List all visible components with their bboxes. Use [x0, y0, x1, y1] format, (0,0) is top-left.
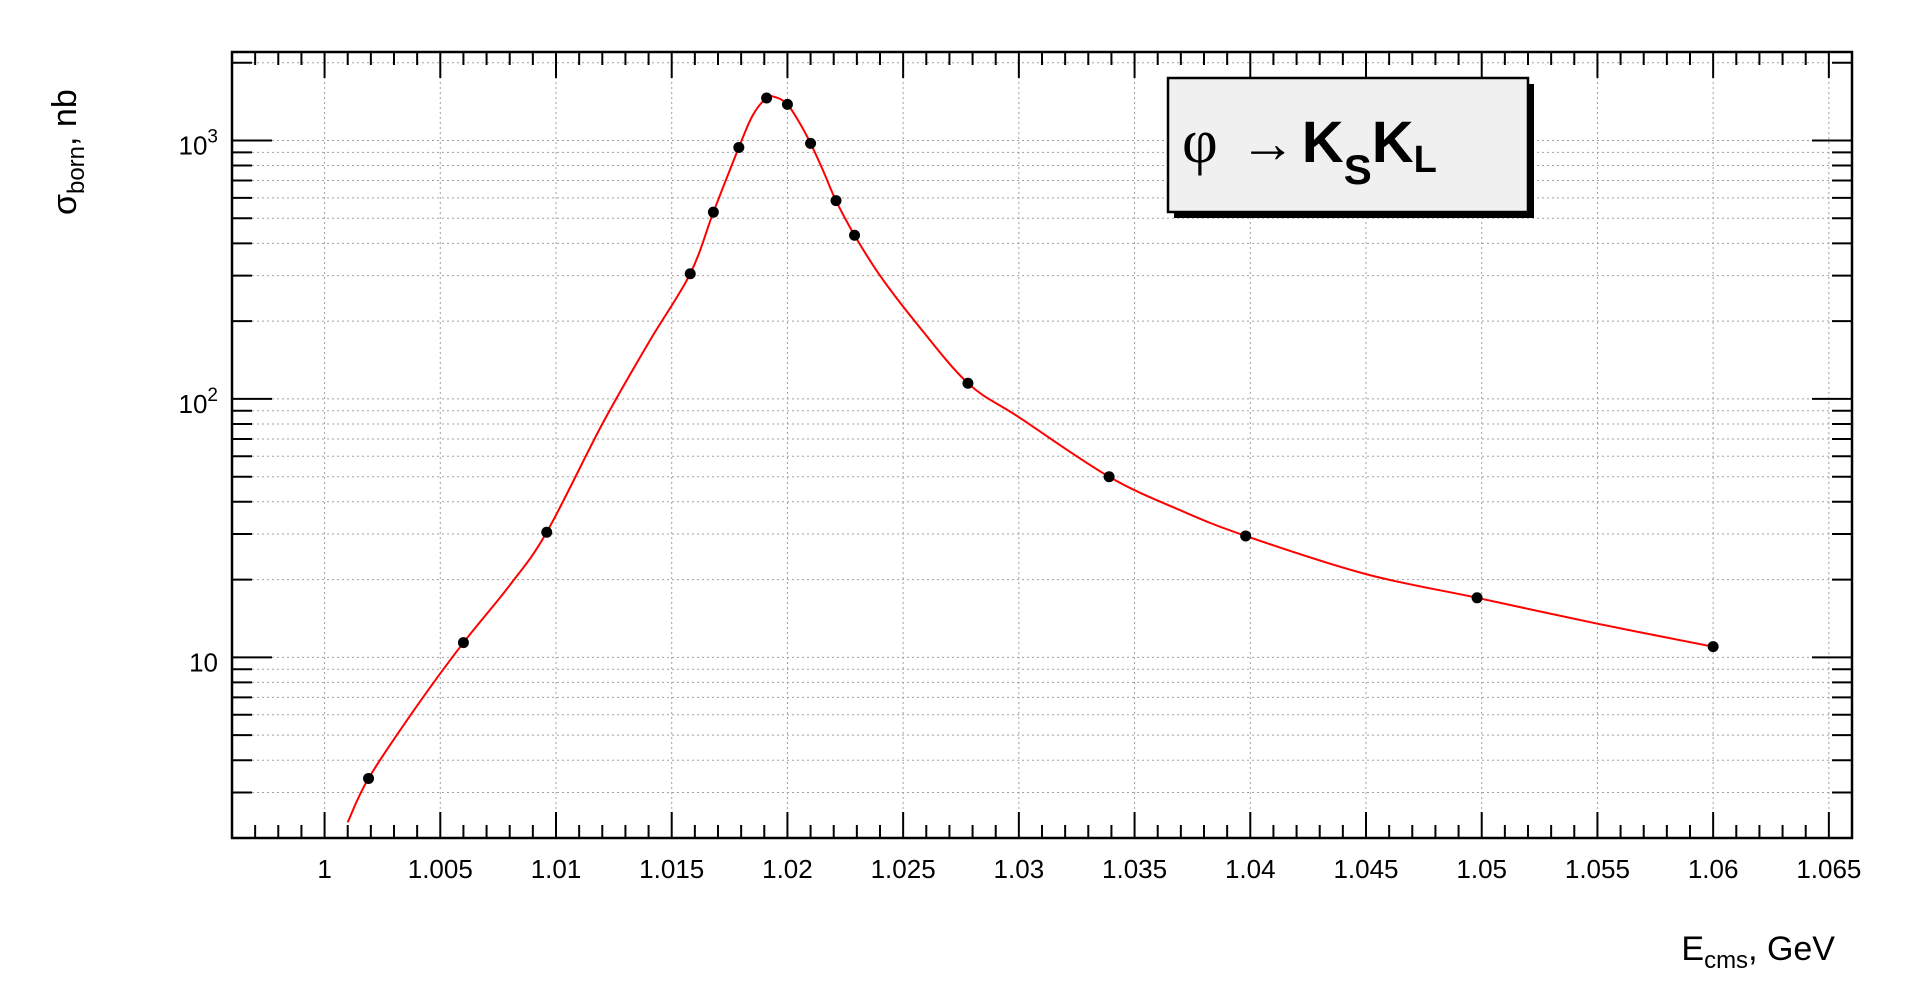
- y-tick-label-exponent: 3: [207, 126, 218, 147]
- data-point: [830, 195, 842, 207]
- legend-box: [1166, 76, 1530, 214]
- x-tick-labels: 1 1.005 1.01 1.015 1.02 1.025 1.03 1.035 1.04 1.0…: [317, 854, 1861, 884]
- y-tick-label-base: 10: [179, 389, 208, 419]
- legend-k2-sub: L: [1414, 139, 1437, 181]
- data-point: [707, 206, 719, 218]
- legend-k1: K: [1302, 110, 1344, 175]
- x-tick-label: 1.035: [1102, 854, 1167, 884]
- data-point: [805, 137, 817, 149]
- data-point: [781, 98, 793, 110]
- y-tick-label: 10: [189, 647, 218, 677]
- y-axis-title-main: σ: [46, 194, 84, 215]
- legend-phi: φ: [1182, 108, 1218, 176]
- x-axis-title-main: E: [1681, 930, 1704, 968]
- y-tick-label-base: 10: [189, 647, 218, 677]
- y-axis-title-unit: , nb: [46, 89, 84, 146]
- data-point: [684, 268, 696, 280]
- legend: φ → KSKL: [1166, 76, 1534, 218]
- data-point: [1103, 471, 1115, 483]
- y-tick-label-exponent: 2: [207, 385, 218, 406]
- y-tick-label: 102: [179, 385, 219, 419]
- data-point: [363, 772, 375, 784]
- plot-frame: [230, 50, 1854, 840]
- x-tick-label: 1.02: [762, 854, 813, 884]
- data-points: [363, 92, 1719, 784]
- y-tick-label-base: 10: [179, 130, 208, 160]
- legend-k2: K: [1372, 110, 1414, 175]
- data-point: [761, 92, 773, 104]
- data-point: [541, 526, 553, 538]
- x-tick-label: 1: [317, 854, 331, 884]
- data-point: [457, 637, 469, 649]
- data-point: [1707, 641, 1719, 653]
- x-tick-label: 1.05: [1456, 854, 1507, 884]
- data-point: [1471, 592, 1483, 604]
- x-axis-title-unit: , GeV: [1748, 930, 1835, 968]
- x-tick-label: 1.015: [639, 854, 704, 884]
- y-tick-label: 103: [179, 126, 219, 160]
- x-axis-title-sub: cms: [1704, 947, 1748, 974]
- x-tick-label: 1.055: [1565, 854, 1630, 884]
- x-tick-label: 1.025: [871, 854, 936, 884]
- data-point: [962, 377, 974, 389]
- x-tick-label: 1.04: [1225, 854, 1276, 884]
- legend-arrow: →: [1240, 111, 1296, 174]
- x-tick-label: 1.01: [531, 854, 582, 884]
- x-tick-label: 1.005: [408, 854, 473, 884]
- x-tick-label: 1.065: [1796, 854, 1861, 884]
- legend-text: φ → KSKL: [1182, 108, 1437, 193]
- legend-k1-sub: S: [1344, 146, 1372, 193]
- y-axis-title-sub: born: [63, 146, 90, 194]
- x-axis-title: Ecms, GeV: [1681, 930, 1835, 974]
- data-point: [1240, 530, 1252, 542]
- x-tick-label: 1.06: [1688, 854, 1739, 884]
- y-axis-title: σborn, nb: [46, 89, 90, 215]
- data-point: [733, 141, 745, 153]
- data-point: [849, 229, 861, 241]
- x-tick-label: 1.045: [1333, 854, 1398, 884]
- x-tick-label: 1.03: [994, 854, 1045, 884]
- grid: [232, 52, 1852, 839]
